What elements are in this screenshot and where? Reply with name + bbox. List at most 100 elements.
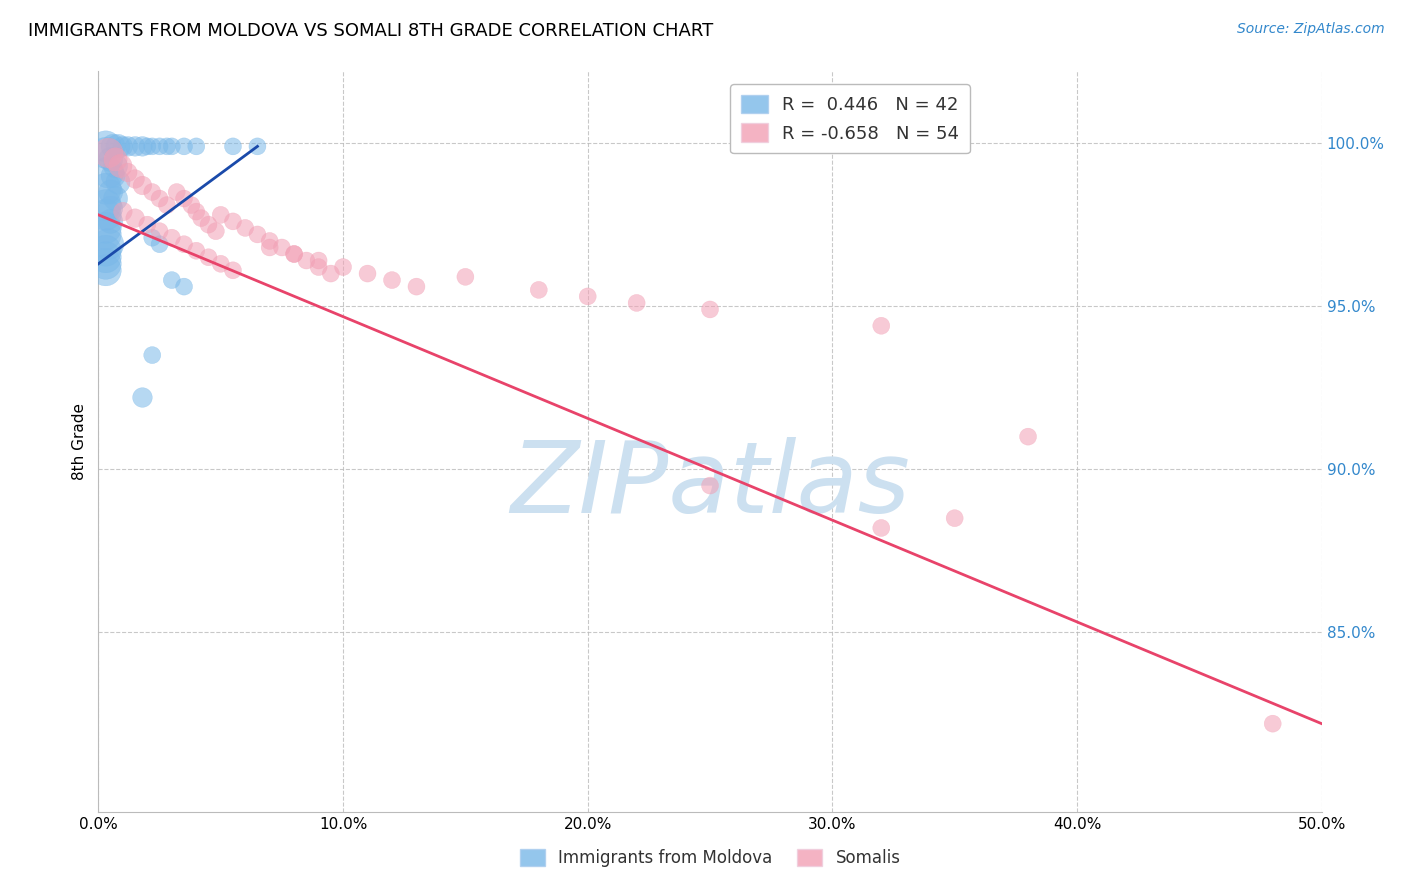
Point xyxy=(160,273,183,287)
Text: ZIPatlas: ZIPatlas xyxy=(510,437,910,534)
Point xyxy=(94,208,117,222)
Point xyxy=(270,240,294,254)
Point xyxy=(222,139,245,153)
Point xyxy=(111,139,134,153)
Point xyxy=(454,269,477,284)
Point xyxy=(259,240,281,254)
Point xyxy=(209,257,232,271)
Legend: Immigrants from Moldova, Somalis: Immigrants from Moldova, Somalis xyxy=(513,842,907,874)
Point xyxy=(100,202,122,216)
Point xyxy=(186,204,208,219)
Point xyxy=(107,175,129,189)
Point xyxy=(141,348,163,362)
Point xyxy=(104,153,127,167)
Point xyxy=(405,279,427,293)
Point xyxy=(870,318,893,333)
Point xyxy=(97,237,120,252)
Point xyxy=(246,227,269,242)
Point xyxy=(124,172,146,186)
Point xyxy=(1017,430,1039,444)
Point xyxy=(186,244,208,258)
Point xyxy=(381,273,404,287)
Point xyxy=(156,198,179,212)
Point xyxy=(104,159,127,173)
Text: IMMIGRANTS FROM MOLDOVA VS SOMALI 8TH GRADE CORRELATION CHART: IMMIGRANTS FROM MOLDOVA VS SOMALI 8TH GR… xyxy=(28,22,713,40)
Point xyxy=(100,214,122,228)
Point xyxy=(186,139,208,153)
Point xyxy=(94,139,117,153)
Point xyxy=(308,253,330,268)
Point xyxy=(222,214,245,228)
Point xyxy=(259,234,281,248)
Point xyxy=(527,283,550,297)
Point xyxy=(131,139,153,153)
Point xyxy=(295,253,318,268)
Point xyxy=(124,211,146,226)
Point xyxy=(173,237,195,252)
Point xyxy=(97,165,120,179)
Point xyxy=(107,139,129,153)
Point xyxy=(149,224,172,238)
Point xyxy=(156,139,179,153)
Point xyxy=(94,250,117,264)
Point xyxy=(94,257,117,271)
Text: Source: ZipAtlas.com: Source: ZipAtlas.com xyxy=(1237,22,1385,37)
Point xyxy=(101,139,124,153)
Point xyxy=(104,192,127,206)
Point xyxy=(1261,716,1284,731)
Point xyxy=(149,237,172,252)
Point xyxy=(94,182,117,196)
Point xyxy=(246,139,269,153)
Point xyxy=(131,391,153,405)
Point xyxy=(190,211,212,226)
Point xyxy=(117,139,139,153)
Point xyxy=(319,267,342,281)
Point xyxy=(149,192,172,206)
Point xyxy=(136,139,159,153)
Point xyxy=(308,260,330,274)
Point xyxy=(870,521,893,535)
Point xyxy=(100,153,122,167)
Point xyxy=(124,139,146,153)
Point xyxy=(97,145,120,160)
Point xyxy=(94,244,117,258)
Point xyxy=(197,250,219,264)
Point xyxy=(173,279,195,293)
Point xyxy=(94,263,117,277)
Point xyxy=(131,178,153,193)
Point xyxy=(180,198,202,212)
Point xyxy=(209,208,232,222)
Point xyxy=(110,159,132,173)
Y-axis label: 8th Grade: 8th Grade xyxy=(72,403,87,480)
Point xyxy=(117,165,139,179)
Point xyxy=(160,230,183,244)
Point xyxy=(141,185,163,199)
Point xyxy=(283,247,305,261)
Point xyxy=(173,139,195,153)
Point xyxy=(100,185,122,199)
Point xyxy=(332,260,354,274)
Point xyxy=(222,263,245,277)
Point xyxy=(166,185,188,199)
Point xyxy=(943,511,966,525)
Point xyxy=(576,289,599,303)
Point xyxy=(197,218,219,232)
Point xyxy=(136,218,159,232)
Point xyxy=(283,247,305,261)
Point xyxy=(149,139,172,153)
Point xyxy=(94,227,117,242)
Point xyxy=(141,230,163,244)
Point xyxy=(111,204,134,219)
Point xyxy=(101,169,124,183)
Point xyxy=(160,139,183,153)
Point xyxy=(94,198,117,212)
Point xyxy=(173,192,195,206)
Point xyxy=(205,224,228,238)
Point xyxy=(94,221,117,235)
Point xyxy=(699,478,721,492)
Point xyxy=(141,139,163,153)
Point xyxy=(626,296,648,310)
Point xyxy=(699,302,721,317)
Point xyxy=(356,267,378,281)
Point xyxy=(233,221,256,235)
